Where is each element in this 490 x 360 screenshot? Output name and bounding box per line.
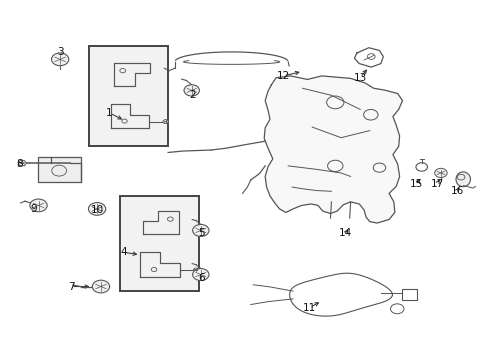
Text: 10: 10 <box>91 205 104 215</box>
Text: 15: 15 <box>410 179 423 189</box>
Circle shape <box>92 280 110 293</box>
Text: 9: 9 <box>30 204 37 214</box>
Text: 13: 13 <box>354 73 367 83</box>
Circle shape <box>163 120 168 123</box>
Circle shape <box>193 269 209 280</box>
Circle shape <box>30 199 47 212</box>
Polygon shape <box>264 76 402 223</box>
Text: 1: 1 <box>106 108 113 118</box>
Text: 12: 12 <box>277 71 290 81</box>
Text: 3: 3 <box>57 47 63 57</box>
Polygon shape <box>456 172 470 186</box>
Text: 17: 17 <box>430 179 444 189</box>
Circle shape <box>89 203 106 215</box>
Text: 8: 8 <box>16 159 23 169</box>
Circle shape <box>194 268 199 272</box>
Text: 16: 16 <box>451 186 464 195</box>
Bar <box>402 289 417 300</box>
Circle shape <box>193 224 209 237</box>
Bar <box>89 46 168 147</box>
Bar <box>38 157 81 182</box>
Circle shape <box>435 168 447 177</box>
Text: 11: 11 <box>303 303 317 313</box>
Circle shape <box>184 85 199 96</box>
Circle shape <box>51 53 69 66</box>
Text: 6: 6 <box>198 273 205 283</box>
Text: 2: 2 <box>189 90 196 100</box>
Bar <box>120 196 199 291</box>
Circle shape <box>18 160 26 166</box>
Text: 14: 14 <box>339 228 352 238</box>
Text: 5: 5 <box>198 228 205 238</box>
Text: 4: 4 <box>121 247 127 257</box>
Text: 7: 7 <box>68 282 74 292</box>
